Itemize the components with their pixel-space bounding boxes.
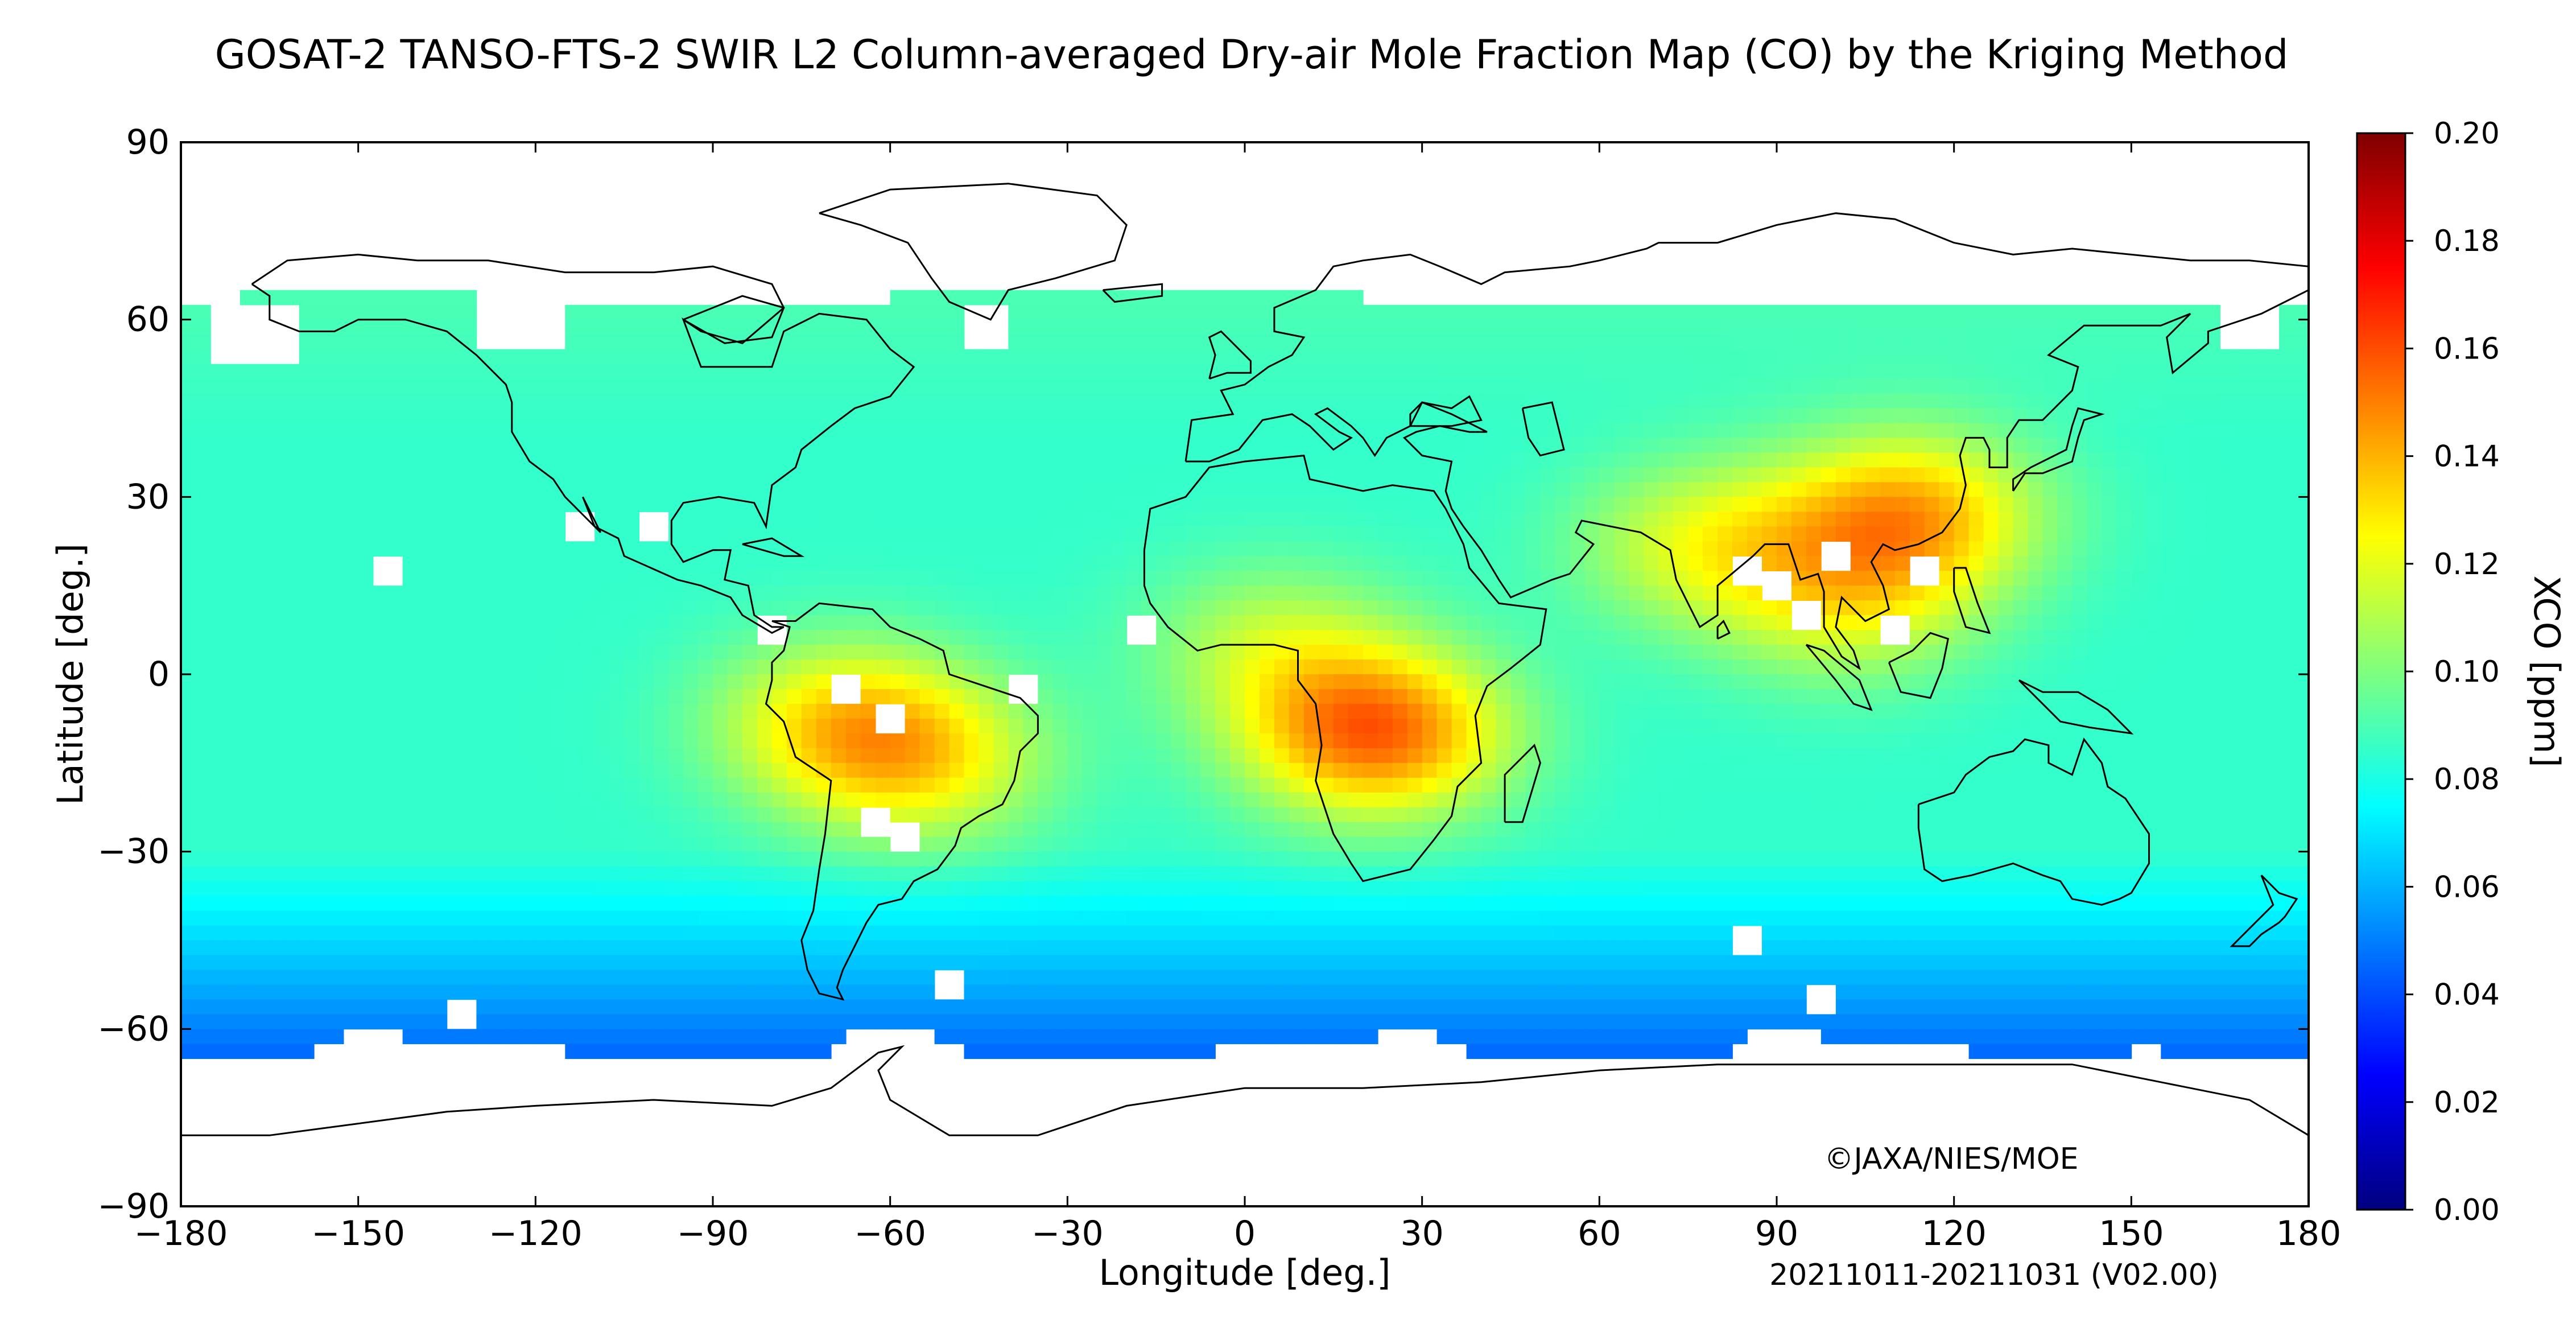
x-tick-label: 60 (1578, 1214, 1621, 1254)
y-tick-label: 90 (126, 122, 170, 162)
colorbar-tick-label: 0.06 (2434, 870, 2500, 904)
x-tick-label: 120 (1921, 1214, 1987, 1254)
y-axis-label: Latitude [deg.] (49, 543, 91, 805)
x-tick-label: −30 (1031, 1214, 1104, 1254)
y-tick-label: 60 (126, 300, 170, 340)
x-tick-label: 150 (2099, 1214, 2164, 1254)
x-axis-ticks: −180 −150 −120 −90 −60 −30 0 30 60 90 120 150 180 (134, 142, 2342, 1254)
x-tick-label: −150 (311, 1214, 405, 1254)
x-tick-label: −120 (489, 1214, 583, 1254)
copyright-text: ©JAXA/NIES/MOE (1824, 1142, 2079, 1176)
colorbar-label: XCO [ppm] (2526, 575, 2567, 767)
colorbar-ticks: 0.00 0.02 0.04 0.06 0.08 0.10 0.12 0.14 0.16 0.18… (2405, 117, 2500, 1227)
y-tick-label: −30 (97, 832, 170, 872)
colorbar-tick-label: 0.12 (2434, 547, 2500, 582)
x-tick-label: −60 (854, 1214, 926, 1254)
x-tick-label: 30 (1400, 1214, 1443, 1254)
y-tick-label: −90 (97, 1186, 170, 1226)
y-tick-label: −60 (97, 1009, 170, 1049)
colorbar-tick-label: 0.10 (2434, 655, 2500, 689)
x-tick-label: 90 (1755, 1214, 1798, 1254)
y-axis-ticks: −90 −60 −30 0 30 60 90 (97, 122, 2309, 1226)
xco-data-grid (181, 290, 2309, 1059)
x-axis-label: Longitude [deg.] (1099, 1252, 1390, 1293)
colorbar-tick-label: 0.20 (2434, 117, 2500, 151)
colorbar-tick-label: 0.04 (2434, 978, 2500, 1012)
colorbar-tick-label: 0.08 (2434, 762, 2500, 797)
y-tick-label: 30 (126, 477, 170, 517)
colorbar (2356, 132, 2406, 1211)
period-text: 20211011-20211031 (V02.00) (1769, 1258, 2219, 1292)
x-tick-label: −90 (677, 1214, 749, 1254)
colorbar-tick-label: 0.16 (2434, 332, 2500, 366)
x-tick-label: −180 (134, 1214, 228, 1254)
y-tick-label: 0 (148, 654, 170, 694)
colorbar-tick-label: 0.18 (2434, 224, 2500, 258)
x-tick-label: 180 (2276, 1214, 2342, 1254)
x-tick-label: 0 (1234, 1214, 1256, 1254)
colorbar-tick-label: 0.02 (2434, 1086, 2500, 1120)
colorbar-tick-label: 0.00 (2434, 1193, 2500, 1227)
colorbar-tick-label: 0.14 (2434, 440, 2500, 474)
coastlines (181, 183, 2309, 1136)
figure-title: GOSAT-2 TANSO-FTS-2 SWIR L2 Column-avera… (215, 31, 2289, 78)
